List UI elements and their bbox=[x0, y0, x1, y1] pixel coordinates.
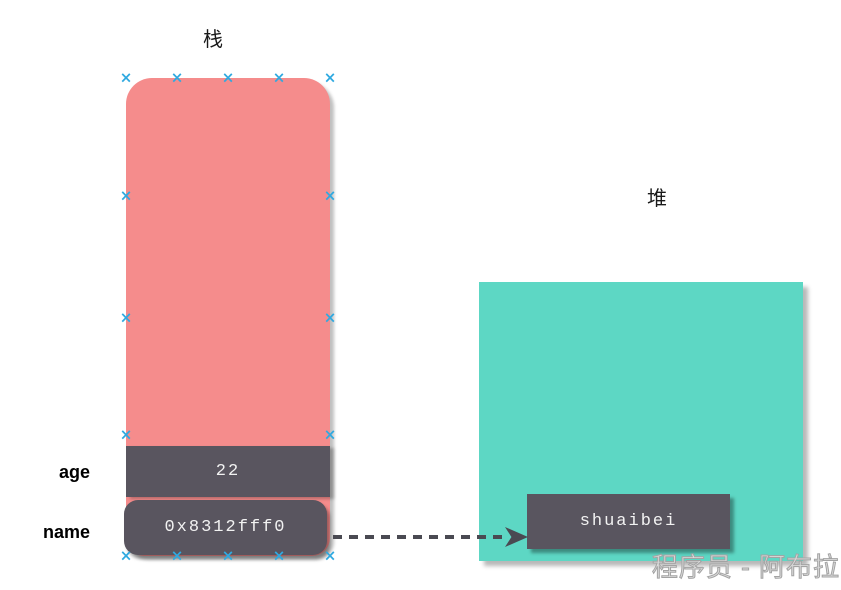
selection-handle-icon bbox=[120, 311, 133, 326]
heap-title: 堆 bbox=[647, 188, 667, 210]
heap-object: shuaibei bbox=[527, 494, 730, 549]
watermark: 程序员 - 阿布拉 bbox=[651, 552, 840, 583]
selection-handle-icon bbox=[324, 189, 337, 204]
stack-title: 栈 bbox=[203, 29, 223, 51]
selection-handle-icon bbox=[324, 71, 337, 86]
selection-handle-icon bbox=[273, 549, 286, 564]
heap-object-value: shuaibei bbox=[579, 512, 678, 531]
age-label: age bbox=[58, 462, 90, 482]
pointer-arrow-line bbox=[333, 535, 509, 539]
selection-handle-icon bbox=[222, 549, 235, 564]
selection-handle-icon bbox=[171, 71, 184, 86]
selection-handle-icon bbox=[324, 311, 337, 326]
selection-handle-icon bbox=[120, 71, 133, 86]
selection-handle-icon bbox=[273, 71, 286, 86]
selection-handle-icon bbox=[171, 549, 184, 564]
selection-handle-icon bbox=[120, 428, 133, 443]
selection-handle-icon bbox=[324, 428, 337, 443]
name-value: 0x8312fff0 bbox=[164, 518, 287, 537]
stack-field-name: 0x8312fff0 bbox=[124, 500, 327, 555]
stack-field-age: 22 bbox=[126, 446, 330, 497]
selection-handle-icon bbox=[120, 189, 133, 204]
selection-handle-icon bbox=[222, 71, 235, 86]
age-value: 22 bbox=[215, 462, 241, 481]
selection-handle-icon bbox=[120, 549, 133, 564]
selection-handle-icon bbox=[324, 549, 337, 564]
name-label: name bbox=[42, 522, 90, 542]
